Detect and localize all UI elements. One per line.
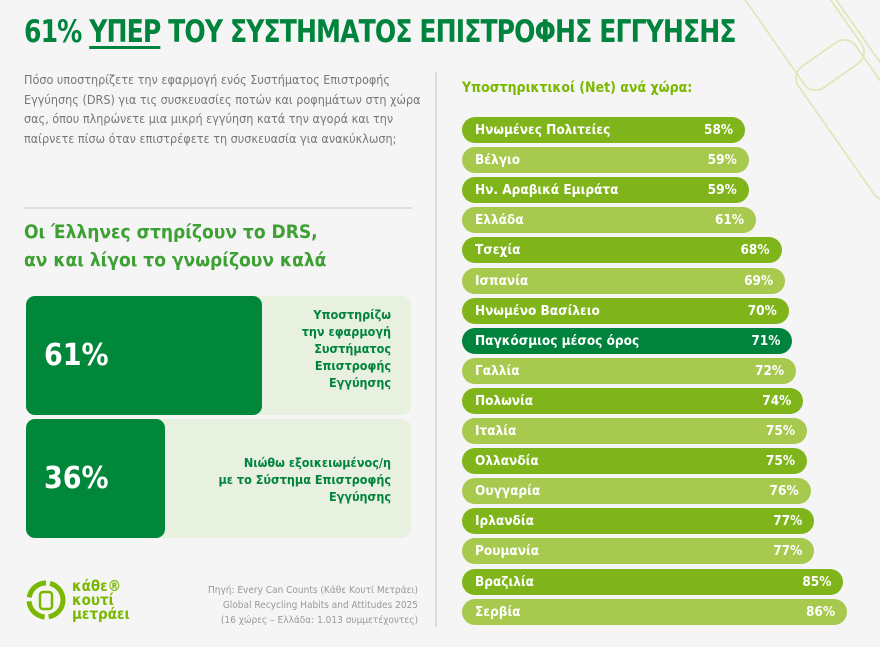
familiarity-value: 36% <box>26 419 165 538</box>
bar-5: Ισπανία 69% <box>462 267 786 294</box>
bar-value: 85% <box>802 573 832 590</box>
bar-label: Βραζιλία <box>475 573 534 590</box>
bar-12: Ουγγαρία 76% <box>462 478 811 505</box>
bar-label: Ηνωμένο Βασίλειο <box>475 302 600 319</box>
familiarity-label: Νιώθω εξοικειωμένος/η με το Σύστημα Επιστ… <box>218 455 391 504</box>
bar-value: 74% <box>762 392 792 409</box>
bar-value: 77% <box>773 513 803 530</box>
bar-value: 75% <box>765 453 795 470</box>
bar-14: Ρουμανία 77% <box>462 538 815 565</box>
bar-label: Τσεχία <box>475 242 521 259</box>
divider <box>24 207 412 209</box>
bar-10: Ιταλία 75% <box>462 418 807 444</box>
bar-value: 69% <box>744 272 774 289</box>
bar-4: Τσεχία 68% <box>462 237 782 264</box>
bar-11: Ολλανδία 75% <box>462 448 807 475</box>
bar-2: Ην. Αραβικά Εμιράτα 59% <box>462 177 749 204</box>
bar-label: Παγκόσμιος μέσος όρος <box>475 332 640 349</box>
bar-value: 61% <box>714 212 745 229</box>
divider-vertical <box>435 72 437 627</box>
bar-value: 75% <box>765 423 795 439</box>
survey-question: Πόσο υποστηρίζετε την εφαρμογή ενός Συστ… <box>24 72 421 146</box>
bar-9: Πολωνία 74% <box>462 387 804 414</box>
bar-1: Βέλγιο 59% <box>462 147 749 174</box>
bar-label: Ουγγαρία <box>475 483 541 500</box>
bar-value: 72% <box>755 362 785 379</box>
source-note: Πηγή: Every Can Counts (Κάθε Κουτί Μετρά… <box>207 585 418 626</box>
bar-8: Γαλλία 72% <box>462 357 797 384</box>
bar-label: Ελλάδα <box>475 212 524 229</box>
bar-value: 70% <box>747 302 777 319</box>
bar-label: Ιρλανδία <box>475 513 534 530</box>
logo: κάθε® κουτί μετράει <box>24 578 130 622</box>
bar-value: 58% <box>704 122 734 138</box>
page-title: 61% ΥΠΕΡ ΤΟΥ ΣΥΣΤΗΜΑΤΟΣ ΕΠΙΣΤΡΟΦΗΣ ΕΓΓΥΗ… <box>24 14 737 50</box>
subheading: Οι Έλληνες στηρίζουν το DRS, αν και λίγοι… <box>24 221 327 271</box>
bar-value: 59% <box>707 152 737 169</box>
bar-value: 59% <box>707 182 737 199</box>
bar-label: Πολωνία <box>475 392 534 409</box>
bar-6: Ηνωμένο Βασίλειο 70% <box>462 297 789 324</box>
bar-label: Ιταλία <box>475 423 517 439</box>
decorative-cans-outline <box>725 0 880 200</box>
chart-title: Υποστηρικτικοί (Net) ανά χώρα: <box>462 80 693 96</box>
bar-label: Σερβία <box>475 603 521 620</box>
bar-value: 68% <box>740 242 770 259</box>
bar-value: 76% <box>769 483 799 500</box>
bar-label: Ισπανία <box>475 272 529 289</box>
bar-label: Ρουμανία <box>475 543 540 560</box>
familiarity-stat-card: 36% Νιώθω εξοικειωμένος/η με το Σύστημα Ε… <box>26 419 411 538</box>
bar-16: Σερβία 86% <box>462 598 848 625</box>
bar-7: Παγκόσμιος μέσος όρος 71% <box>462 327 793 354</box>
support-stat-card: 61% Υποστηρίζω την εφαρμογή Συστήματος Επισ… <box>26 296 411 415</box>
bar-value: 71% <box>751 332 781 349</box>
bar-15: Βραζιλία 85% <box>462 568 844 595</box>
support-label: Υποστηρίζω την εφαρμογή Συστήματος Επιστροφ… <box>301 307 391 390</box>
support-value: 61% <box>26 296 262 415</box>
bar-3: Ελλάδα 61% <box>462 207 757 234</box>
bar-value: 77% <box>773 543 803 560</box>
bar-value: 86% <box>805 603 836 620</box>
bar-label: Ολλανδία <box>475 453 539 470</box>
recycle-can-icon <box>26 580 66 620</box>
bar-13: Ιρλανδία 77% <box>462 508 815 535</box>
bar-label: Γαλλία <box>475 362 520 379</box>
bar-0: Ηνωμένες Πολιτείες 58% <box>462 117 746 143</box>
bar-label: Ην. Αραβικά Εμιράτα <box>475 182 619 199</box>
logo-text: κάθε® κουτί μετράει <box>72 577 130 623</box>
bar-label: Ηνωμένες Πολιτείες <box>475 122 611 138</box>
bar-label: Βέλγιο <box>475 152 521 169</box>
